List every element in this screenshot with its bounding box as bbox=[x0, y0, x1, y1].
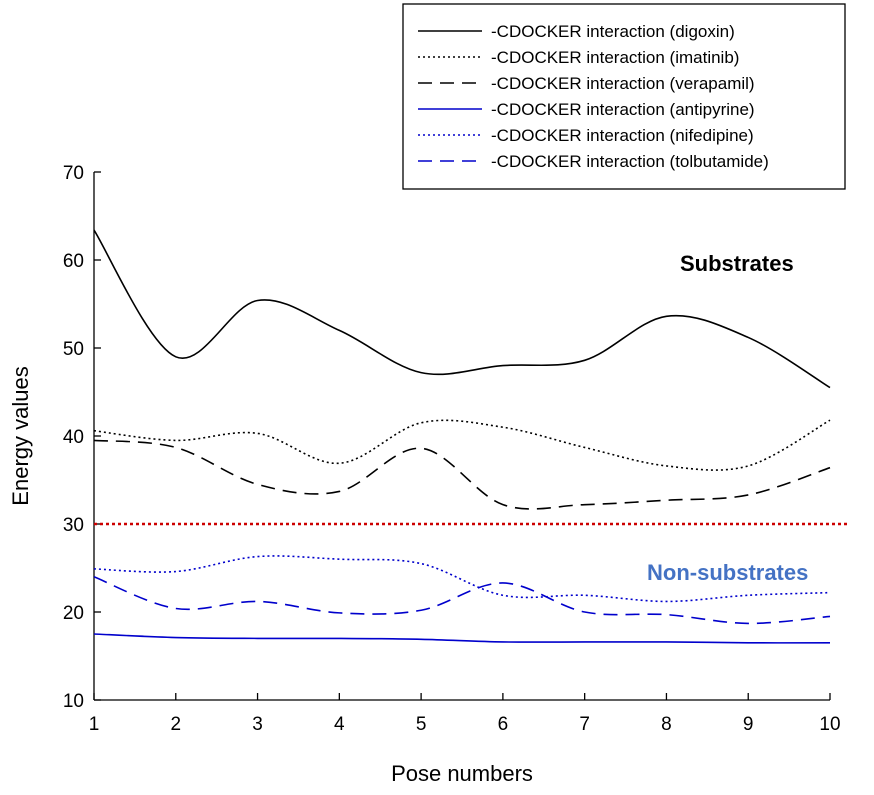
x-tick-label: 10 bbox=[819, 714, 840, 735]
legend-label: -CDOCKER interaction (antipyrine) bbox=[491, 100, 755, 119]
x-tick-label: 8 bbox=[661, 714, 672, 735]
x-axis-title: Pose numbers bbox=[391, 761, 533, 786]
series-line-5 bbox=[93, 555, 831, 603]
annotation-substrates: Substrates bbox=[680, 251, 794, 276]
annotation-non-substrates: Non-substrates bbox=[647, 560, 808, 585]
x-tick-label: 1 bbox=[89, 714, 100, 735]
x-tick-label: 5 bbox=[416, 714, 427, 735]
series-line-6 bbox=[93, 576, 831, 625]
y-axis-title: Energy values bbox=[8, 366, 33, 505]
series-line-2 bbox=[93, 419, 831, 471]
y-tick-label: 50 bbox=[63, 339, 84, 360]
series-line-3 bbox=[93, 439, 831, 510]
legend-box bbox=[402, 3, 846, 190]
y-tick-label: 70 bbox=[63, 163, 84, 184]
x-tick-label: 9 bbox=[743, 714, 754, 735]
x-tick-label: 6 bbox=[498, 714, 509, 735]
legend-label: -CDOCKER interaction (nifedipine) bbox=[491, 126, 754, 145]
legend-items: -CDOCKER interaction (digoxin) -CDOCKER i… bbox=[418, 22, 769, 171]
y-tick-label: 40 bbox=[63, 427, 84, 448]
legend: -CDOCKER interaction (digoxin) -CDOCKER i… bbox=[402, 3, 846, 190]
y-ticks: 10 20 30 40 50 60 70 bbox=[63, 163, 101, 712]
x-tick-label: 3 bbox=[252, 714, 263, 735]
legend-label: -CDOCKER interaction (imatinib) bbox=[491, 48, 739, 67]
y-tick-label: 20 bbox=[63, 603, 84, 624]
series-group bbox=[93, 229, 831, 644]
y-tick-label: 10 bbox=[63, 691, 84, 712]
series-line-1 bbox=[93, 229, 831, 389]
x-ticks: 1 2 3 4 5 6 7 8 9 10 bbox=[89, 693, 841, 735]
x-tick-label: 2 bbox=[170, 714, 181, 735]
series-line-4 bbox=[93, 633, 831, 644]
x-tick-label: 4 bbox=[334, 714, 345, 735]
y-tick-label: 60 bbox=[63, 251, 84, 272]
legend-label: -CDOCKER interaction (verapamil) bbox=[491, 74, 755, 93]
y-tick-label: 30 bbox=[63, 515, 84, 536]
legend-label: -CDOCKER interaction (digoxin) bbox=[491, 22, 735, 41]
legend-label: -CDOCKER interaction (tolbutamide) bbox=[491, 152, 769, 171]
x-tick-label: 7 bbox=[579, 714, 590, 735]
